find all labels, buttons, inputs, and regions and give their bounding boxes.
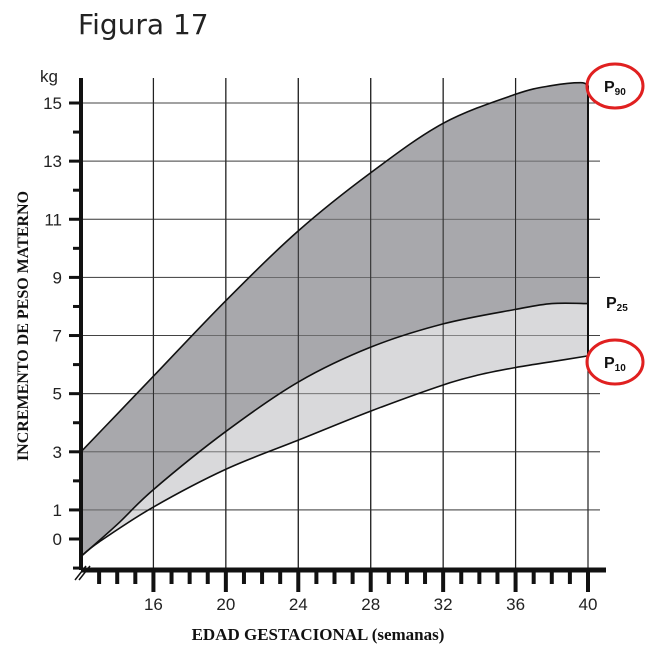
y-tick-label: 9 xyxy=(53,268,62,287)
axes xyxy=(69,78,606,592)
highlight-circle-p10 xyxy=(585,338,645,386)
y-unit-label: kg xyxy=(40,67,58,86)
highlight-circle-p90 xyxy=(585,62,645,110)
y-tick-label: 1 xyxy=(53,501,62,520)
axis-break-mark xyxy=(74,565,87,581)
series-label-main: P xyxy=(604,79,615,96)
series-label-p25: P25 xyxy=(606,295,628,314)
series-label-p90: P90 xyxy=(604,79,626,98)
series-label-main: P xyxy=(606,295,617,312)
series-label-sub: 90 xyxy=(615,87,627,98)
x-tick-label: 40 xyxy=(579,595,598,614)
axis-break-mark xyxy=(78,565,91,581)
band-p25-p90 xyxy=(81,82,588,557)
series-label-main: P xyxy=(604,355,615,372)
series-label-p10: P10 xyxy=(604,355,626,374)
x-tick-label: 20 xyxy=(216,595,235,614)
figure-title: Figura 17 xyxy=(78,8,209,41)
series-label-sub: 10 xyxy=(615,363,627,374)
series-label-sub: 25 xyxy=(617,303,629,314)
series-line-p90 xyxy=(80,81,589,453)
y-tick-label: 7 xyxy=(53,327,62,346)
x-tick-label: 28 xyxy=(361,595,380,614)
y-tick-label: 0 xyxy=(53,530,62,549)
x-tick-label: 32 xyxy=(434,595,453,614)
y-tick-label: 3 xyxy=(53,443,62,462)
series-line-p10 xyxy=(80,355,589,558)
x-tick-label: 24 xyxy=(289,595,308,614)
percentile-bands xyxy=(81,82,588,557)
y-tick-label: 5 xyxy=(53,385,62,404)
y-tick-label: 13 xyxy=(43,152,62,171)
y-tick-label: 15 xyxy=(43,94,62,113)
y-axis-title: INCREMENTO DE PESO MATERNO xyxy=(15,191,32,461)
series-line-p25 xyxy=(80,302,589,558)
x-tick-label: 16 xyxy=(144,595,163,614)
y-tick-label: 11 xyxy=(44,210,62,229)
band-p10-p25 xyxy=(81,303,588,557)
x-tick-label: 36 xyxy=(506,595,525,614)
x-axis-title: EDAD GESTACIONAL (semanas) xyxy=(192,625,445,644)
